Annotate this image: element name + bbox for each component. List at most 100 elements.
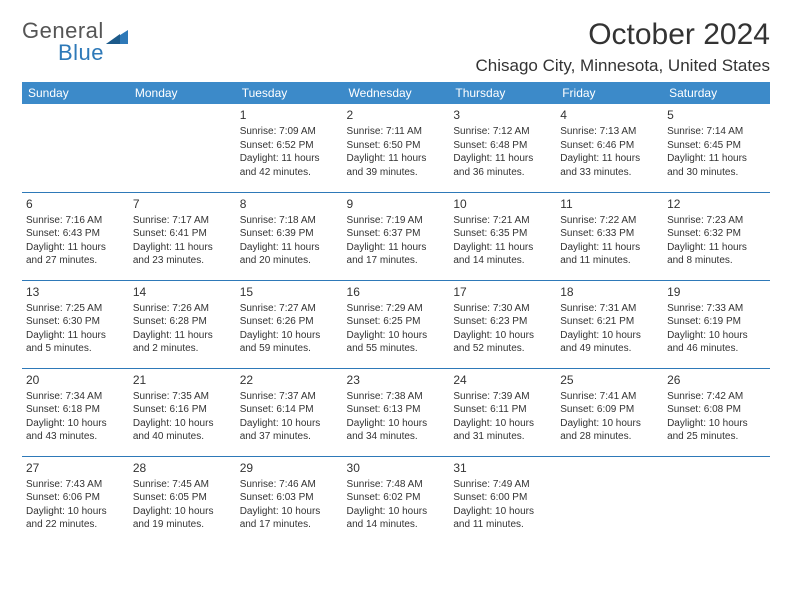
calendar-cell: 26Sunrise: 7:42 AMSunset: 6:08 PMDayligh… xyxy=(663,368,770,456)
sunrise-label: Sunrise: 7:22 AM xyxy=(560,214,659,228)
sunrise-label: Sunrise: 7:41 AM xyxy=(560,390,659,404)
daylight-label: Daylight: 11 hours and 20 minutes. xyxy=(240,241,339,268)
daylight-label: Daylight: 11 hours and 30 minutes. xyxy=(667,152,766,179)
sunrise-label: Sunrise: 7:38 AM xyxy=(347,390,446,404)
daylight-label: Daylight: 11 hours and 11 minutes. xyxy=(560,241,659,268)
calendar-cell: 24Sunrise: 7:39 AMSunset: 6:11 PMDayligh… xyxy=(449,368,556,456)
calendar-cell: 30 Sunrise: 7:48 AMSunset: 6:02 PMDayligh… xyxy=(343,456,450,544)
calendar-cell: 28Sunrise: 7:45 AMSunset: 6:05 PMDayligh… xyxy=(129,456,236,544)
calendar-week-row: 6Sunrise: 7:16 AMSunset: 6:43 PMDaylight… xyxy=(22,192,770,280)
sunset-label: Sunset: 6:00 PM xyxy=(453,491,552,505)
sunset-label: Sunset: 6:03 PM xyxy=(240,491,339,505)
sunset-label: Sunset: 6:13 PM xyxy=(347,403,446,417)
day-header: Thursday xyxy=(449,82,556,104)
sunset-label: Sunset: 6:30 PM xyxy=(26,315,125,329)
sunrise-label: Sunrise: 7:30 AM xyxy=(453,302,552,316)
sunrise-label: Sunrise: 7:25 AM xyxy=(26,302,125,316)
calendar-cell: 12Sunrise: 7:23 AMSunset: 6:32 PMDayligh… xyxy=(663,192,770,280)
calendar-cell: 18 Sunrise: 7:31 AMSunset: 6:21 PMDayligh… xyxy=(556,280,663,368)
day-header: Tuesday xyxy=(236,82,343,104)
sunset-label: Sunset: 6:50 PM xyxy=(347,139,446,153)
daylight-label: Daylight: 10 hours and 55 minutes. xyxy=(347,329,446,356)
calendar-cell: 3Sunrise: 7:12 AMSunset: 6:48 PMDaylight… xyxy=(449,104,556,192)
day-number: 23 xyxy=(347,372,446,388)
sunrise-label: Sunrise: 7:42 AM xyxy=(667,390,766,404)
calendar-cell xyxy=(663,456,770,544)
daylight-label: Daylight: 10 hours and 40 minutes. xyxy=(133,417,232,444)
sunset-label: Sunset: 6:02 PM xyxy=(347,491,446,505)
day-number: 7 xyxy=(133,196,232,212)
day-number: 2 xyxy=(347,107,446,123)
calendar-cell xyxy=(556,456,663,544)
daylight-label: Daylight: 10 hours and 17 minutes. xyxy=(240,505,339,532)
sunrise-label: Sunrise: 7:11 AM xyxy=(347,125,446,139)
sunrise-label: Sunrise: 7:09 AM xyxy=(240,125,339,139)
sunset-label: Sunset: 6:06 PM xyxy=(26,491,125,505)
sunrise-label: Sunrise: 7:46 AM xyxy=(240,478,339,492)
daylight-label: Daylight: 10 hours and 37 minutes. xyxy=(240,417,339,444)
calendar-cell: 13Sunrise: 7:25 AMSunset: 6:30 PMDayligh… xyxy=(22,280,129,368)
sunrise-label: Sunrise: 7:43 AM xyxy=(26,478,125,492)
sunset-label: Sunset: 6:18 PM xyxy=(26,403,125,417)
sunset-label: Sunset: 6:26 PM xyxy=(240,315,339,329)
sunset-label: Sunset: 6:39 PM xyxy=(240,227,339,241)
calendar-week-row: 27 Sunrise: 7:43 AMSunset: 6:06 PM Dayligh… xyxy=(22,456,770,544)
calendar-cell: 16Sunrise: 7:29 AMSunset: 6:25 PMDayligh… xyxy=(343,280,450,368)
sunset-label: Sunset: 6:21 PM xyxy=(560,315,659,329)
daylight-label: Daylight: 10 hours and 14 minutes. xyxy=(347,505,446,532)
calendar-cell: 2Sunrise: 7:11 AMSunset: 6:50 PMDaylight… xyxy=(343,104,450,192)
sunset-label: Sunset: 6:41 PM xyxy=(133,227,232,241)
calendar-cell: 29Sunrise: 7:46 AMSunset: 6:03 PMDayligh… xyxy=(236,456,343,544)
day-number: 28 xyxy=(133,460,232,476)
sunset-label: Sunset: 6:28 PM xyxy=(133,315,232,329)
day-header: Monday xyxy=(129,82,236,104)
day-number: 15 xyxy=(240,284,339,300)
calendar-cell: 10Sunrise: 7:21 AMSunset: 6:35 PMDayligh… xyxy=(449,192,556,280)
daylight-label: Daylight: 11 hours and 36 minutes. xyxy=(453,152,552,179)
day-number: 18 xyxy=(560,284,659,300)
day-number: 4 xyxy=(560,107,659,123)
calendar-cell: 27Sunrise: 7:43 AMSunset: 6:06 PMDayligh… xyxy=(22,456,129,544)
month-title: October 2024 xyxy=(476,18,771,52)
sunrise-label: Sunrise: 7:34 AM xyxy=(26,390,125,404)
daylight-label: Daylight: 10 hours and 11 minutes. xyxy=(453,505,552,532)
sunrise-label: Sunrise: 7:13 AM xyxy=(560,125,659,139)
day-number: 31 xyxy=(453,460,552,476)
calendar-table: SundayMondayTuesdayWednesdayThursdayFrid… xyxy=(22,82,770,544)
day-number: 26 xyxy=(667,372,766,388)
sunrise-label: Sunrise: 7:26 AM xyxy=(133,302,232,316)
sunrise-label: Sunrise: 7:31 AM xyxy=(560,302,659,316)
daylight-label: Daylight: 10 hours and 49 minutes. xyxy=(560,329,659,356)
daylight-label: Daylight: 10 hours and 28 minutes. xyxy=(560,417,659,444)
calendar-cell: 11 Sunrise: 7:22 AMSunset: 6:33 PMDayligh… xyxy=(556,192,663,280)
calendar-cell: 15Sunrise: 7:27 AMSunset: 6:26 PMDayligh… xyxy=(236,280,343,368)
sunset-label: Sunset: 6:52 PM xyxy=(240,139,339,153)
calendar-cell: 19Sunrise: 7:33 AMSunset: 6:19 PMDayligh… xyxy=(663,280,770,368)
day-header: Wednesday xyxy=(343,82,450,104)
day-number: 30 xyxy=(347,460,446,476)
day-number: 3 xyxy=(453,107,552,123)
day-number: 5 xyxy=(667,107,766,123)
day-number: 27 xyxy=(26,460,125,476)
sunrise-label: Sunrise: 7:37 AM xyxy=(240,390,339,404)
daylight-label: Daylight: 11 hours and 2 minutes. xyxy=(133,329,232,356)
calendar-week-row: 20Sunrise: 7:34 AMSunset: 6:18 PMDayligh… xyxy=(22,368,770,456)
calendar-cell: 7Sunrise: 7:17 AMSunset: 6:41 PMDaylight… xyxy=(129,192,236,280)
sunset-label: Sunset: 6:33 PM xyxy=(560,227,659,241)
day-number: 9 xyxy=(347,196,446,212)
calendar-week-row: 1Sunrise: 7:09 AMSunset: 6:52 PMDaylight… xyxy=(22,104,770,192)
day-number: 11 xyxy=(560,196,659,212)
sunrise-label: Sunrise: 7:48 AM xyxy=(347,478,446,492)
sunset-label: Sunset: 6:16 PM xyxy=(133,403,232,417)
sunset-label: Sunset: 6:46 PM xyxy=(560,139,659,153)
daylight-label: Daylight: 11 hours and 8 minutes. xyxy=(667,241,766,268)
sunrise-label: Sunrise: 7:21 AM xyxy=(453,214,552,228)
sunrise-label: Sunrise: 7:49 AM xyxy=(453,478,552,492)
calendar-cell: 14Sunrise: 7:26 AMSunset: 6:28 PMDayligh… xyxy=(129,280,236,368)
day-number: 21 xyxy=(133,372,232,388)
sunset-label: Sunset: 6:45 PM xyxy=(667,139,766,153)
day-header: Saturday xyxy=(663,82,770,104)
sunset-label: Sunset: 6:09 PM xyxy=(560,403,659,417)
daylight-label: Daylight: 11 hours and 17 minutes. xyxy=(347,241,446,268)
sunrise-label: Sunrise: 7:23 AM xyxy=(667,214,766,228)
